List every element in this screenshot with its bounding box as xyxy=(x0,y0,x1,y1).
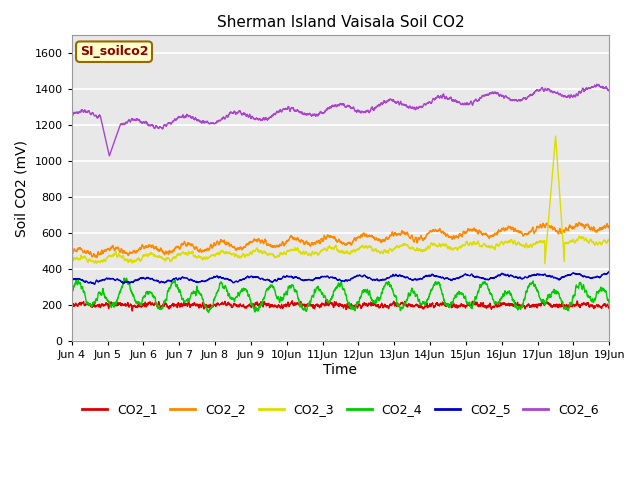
CO2_1 xyxy=(68,301,76,307)
CO2_2 xyxy=(298,237,305,243)
CO2_4 xyxy=(275,295,282,301)
CO2_2 xyxy=(575,219,583,225)
CO2_5 xyxy=(537,272,545,277)
Line: CO2_4: CO2_4 xyxy=(72,278,609,312)
CO2_4 xyxy=(129,293,137,299)
CO2_2 xyxy=(537,224,545,229)
CO2_5 xyxy=(161,280,169,286)
CO2_4 xyxy=(120,275,128,281)
CO2_5 xyxy=(68,275,76,281)
CO2_6 xyxy=(274,108,282,114)
CO2_6 xyxy=(595,82,603,87)
CO2_5 xyxy=(274,276,282,282)
CO2_3 xyxy=(129,258,137,264)
CO2_1 xyxy=(161,301,169,307)
CO2_6 xyxy=(106,153,113,159)
Line: CO2_1: CO2_1 xyxy=(72,300,609,311)
CO2_5 xyxy=(129,279,137,285)
CO2_3 xyxy=(541,261,548,267)
CO2_1 xyxy=(298,301,305,307)
Line: CO2_5: CO2_5 xyxy=(72,272,609,284)
CO2_6 xyxy=(605,87,613,93)
CO2_6 xyxy=(537,86,545,92)
CO2_6 xyxy=(298,110,305,116)
CO2_2 xyxy=(68,249,76,255)
CO2_2 xyxy=(93,255,100,261)
CO2_4 xyxy=(605,300,613,306)
CO2_3 xyxy=(68,256,76,262)
X-axis label: Time: Time xyxy=(323,363,358,377)
Text: SI_soilco2: SI_soilco2 xyxy=(80,45,148,58)
CO2_1 xyxy=(128,308,136,314)
Line: CO2_3: CO2_3 xyxy=(72,136,609,264)
CO2_1 xyxy=(537,302,545,308)
CO2_5 xyxy=(605,269,613,275)
CO2_4 xyxy=(537,298,545,303)
CO2_2 xyxy=(129,249,137,255)
CO2_3 xyxy=(297,250,305,256)
CO2_3 xyxy=(605,237,613,243)
CO2_2 xyxy=(605,225,613,230)
CO2_5 xyxy=(298,277,305,283)
CO2_6 xyxy=(161,122,169,128)
Y-axis label: Soil CO2 (mV): Soil CO2 (mV) xyxy=(15,140,29,237)
CO2_2 xyxy=(595,227,603,233)
CO2_3 xyxy=(274,252,282,258)
CO2_1 xyxy=(605,305,613,311)
Title: Sherman Island Vaisala Soil CO2: Sherman Island Vaisala Soil CO2 xyxy=(216,15,464,30)
CO2_1 xyxy=(595,304,603,310)
CO2_3 xyxy=(552,133,559,139)
Line: CO2_6: CO2_6 xyxy=(72,84,609,156)
CO2_2 xyxy=(274,244,282,250)
CO2_1 xyxy=(129,302,137,308)
CO2_6 xyxy=(593,81,601,87)
Legend: CO2_1, CO2_2, CO2_3, CO2_4, CO2_5, CO2_6: CO2_1, CO2_2, CO2_3, CO2_4, CO2_5, CO2_6 xyxy=(77,398,604,421)
CO2_2 xyxy=(161,250,169,255)
CO2_4 xyxy=(595,288,603,294)
CO2_4 xyxy=(161,299,169,304)
CO2_4 xyxy=(298,302,305,308)
Line: CO2_2: CO2_2 xyxy=(72,222,609,258)
CO2_3 xyxy=(537,240,545,245)
CO2_4 xyxy=(68,289,76,295)
CO2_3 xyxy=(595,240,603,246)
CO2_3 xyxy=(161,257,169,263)
CO2_5 xyxy=(595,275,603,280)
CO2_6 xyxy=(68,112,76,118)
CO2_6 xyxy=(129,117,137,123)
CO2_5 xyxy=(91,281,99,287)
CO2_4 xyxy=(251,309,259,315)
CO2_1 xyxy=(322,298,330,303)
CO2_1 xyxy=(274,302,282,308)
